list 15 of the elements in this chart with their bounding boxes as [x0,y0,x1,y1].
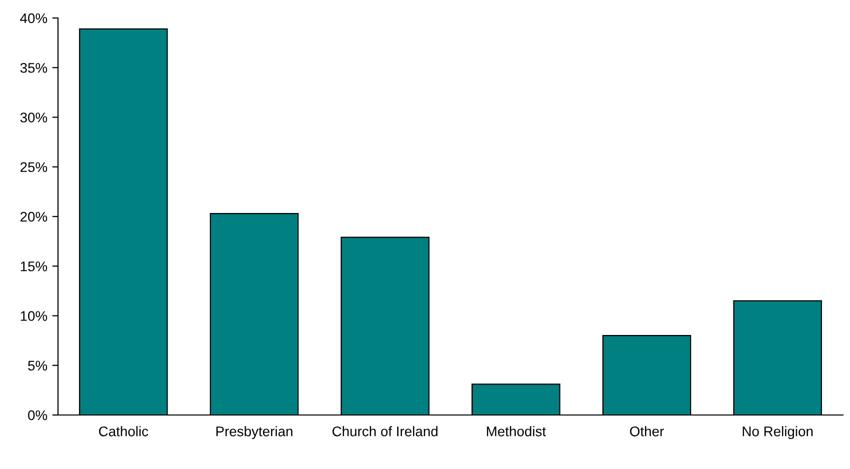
y-tick-label: 35% [20,62,48,73]
x-tick-label: No Religion [742,426,813,440]
y-tick-label: 25% [20,162,48,172]
y-tick-label: 10% [20,311,48,321]
y-tick-label: 30% [20,112,48,122]
y-tick-label: 15% [20,262,48,272]
y-tick-label: 20% [20,212,48,222]
y-tick-label: 40% [20,13,48,24]
x-tick-label: Presbyterian [216,426,292,440]
y-tick-label: 5% [28,360,48,371]
x-tick-label: Methodist [486,426,546,436]
x-tick-label: Church of Ireland [332,426,438,436]
x-tick-label: Other [630,426,664,436]
y-tick-label: 0% [28,410,48,420]
x-tick-label: Catholic [99,426,148,436]
